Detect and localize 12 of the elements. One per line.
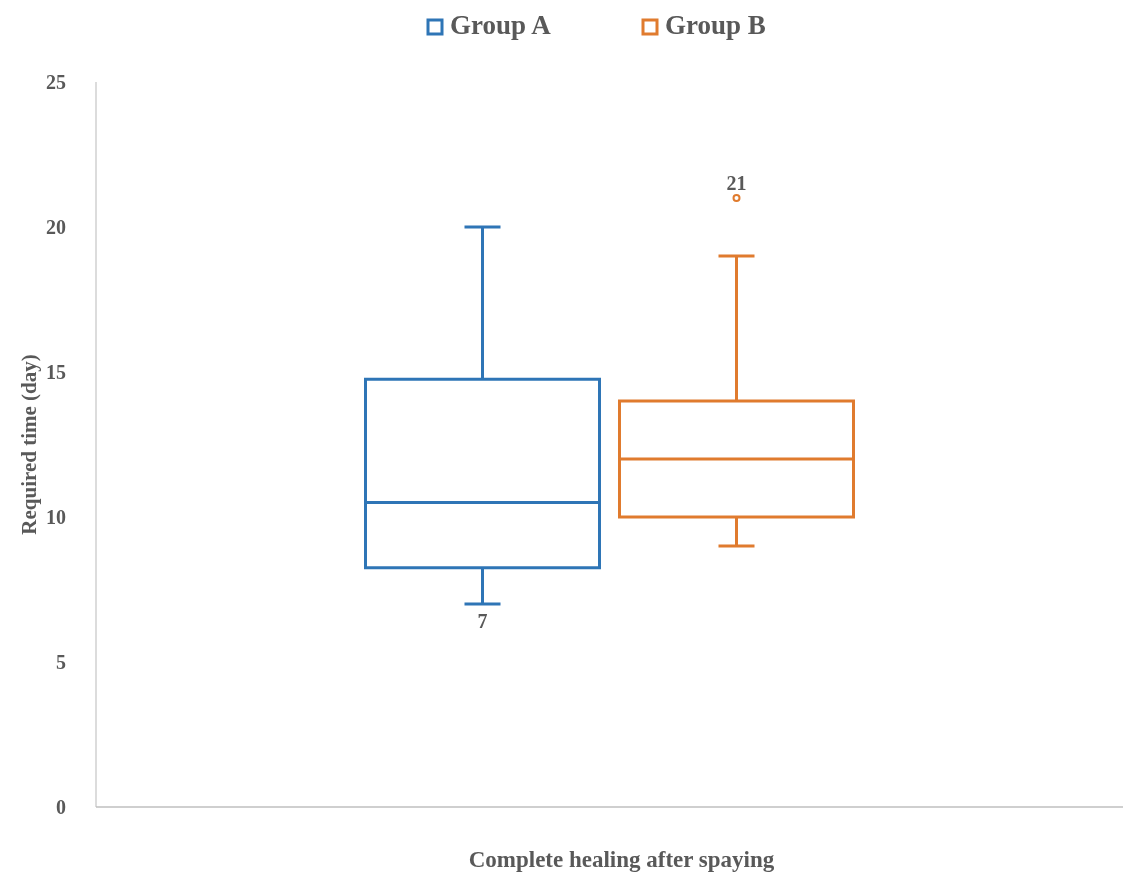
y-tick-label: 10 xyxy=(46,506,66,528)
y-tick-label: 20 xyxy=(46,216,66,238)
legend-label: Group A xyxy=(450,10,552,40)
y-tick-label: 15 xyxy=(46,361,66,383)
y-axis-title: Required time (day) xyxy=(17,354,41,535)
annotation: 7 xyxy=(477,610,488,632)
annotation: 21 xyxy=(726,172,747,194)
legend-label: Group B xyxy=(665,10,766,40)
y-tick-label: 5 xyxy=(56,651,66,673)
x-axis-title: Complete healing after spaying xyxy=(468,847,775,872)
y-tick-label: 0 xyxy=(56,796,66,818)
y-tick-label: 25 xyxy=(46,71,66,93)
